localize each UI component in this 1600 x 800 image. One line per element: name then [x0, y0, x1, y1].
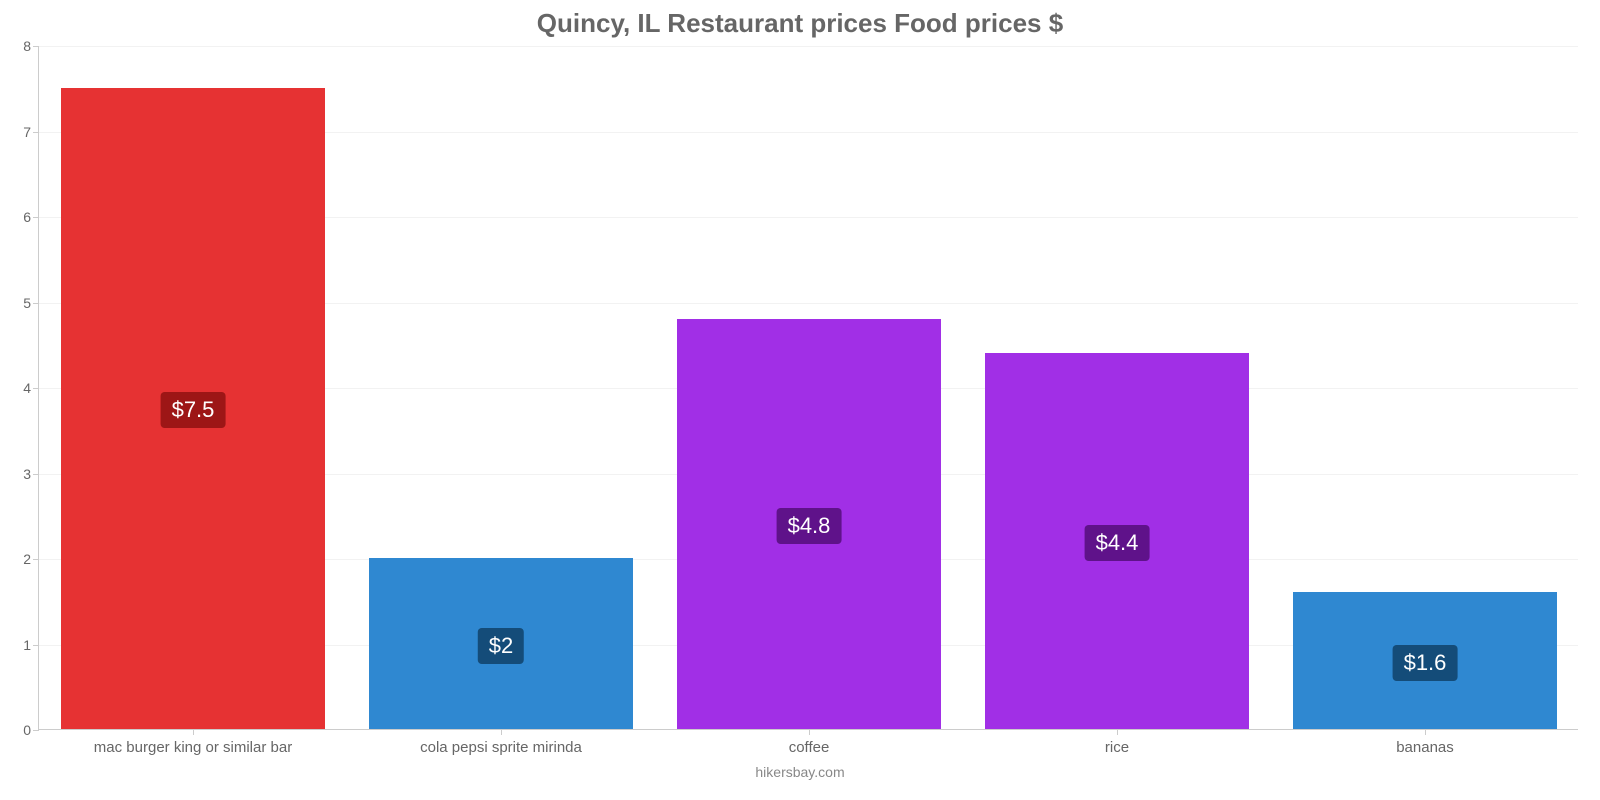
bar-value-label: $4.4	[1085, 525, 1150, 561]
x-axis-label: cola pepsi sprite mirinda	[420, 729, 582, 756]
x-axis-label: coffee	[789, 729, 830, 756]
bar-value-label: $7.5	[161, 392, 226, 428]
y-axis-label: 2	[23, 551, 39, 567]
plot-wrap: 012345678$7.5mac burger king or similar …	[38, 46, 1578, 730]
y-axis-label: 6	[23, 209, 39, 225]
x-axis-label: bananas	[1396, 729, 1454, 756]
y-axis-label: 5	[23, 295, 39, 311]
bar-value-label: $1.6	[1393, 645, 1458, 681]
attribution-text: hikersbay.com	[755, 764, 844, 780]
gridline	[39, 46, 1578, 47]
y-axis-label: 3	[23, 466, 39, 482]
y-axis-label: 0	[23, 722, 39, 738]
plot-area: 012345678$7.5mac burger king or similar …	[38, 46, 1578, 730]
chart-container: Quincy, IL Restaurant prices Food prices…	[0, 0, 1600, 800]
bar-value-label: $2	[478, 628, 524, 664]
y-axis-label: 8	[23, 38, 39, 54]
chart-title: Quincy, IL Restaurant prices Food prices…	[0, 8, 1600, 39]
y-axis-label: 4	[23, 380, 39, 396]
y-axis-label: 1	[23, 637, 39, 653]
bar-value-label: $4.8	[777, 508, 842, 544]
x-axis-label: rice	[1105, 729, 1129, 756]
x-axis-label: mac burger king or similar bar	[94, 729, 292, 756]
y-axis-label: 7	[23, 124, 39, 140]
